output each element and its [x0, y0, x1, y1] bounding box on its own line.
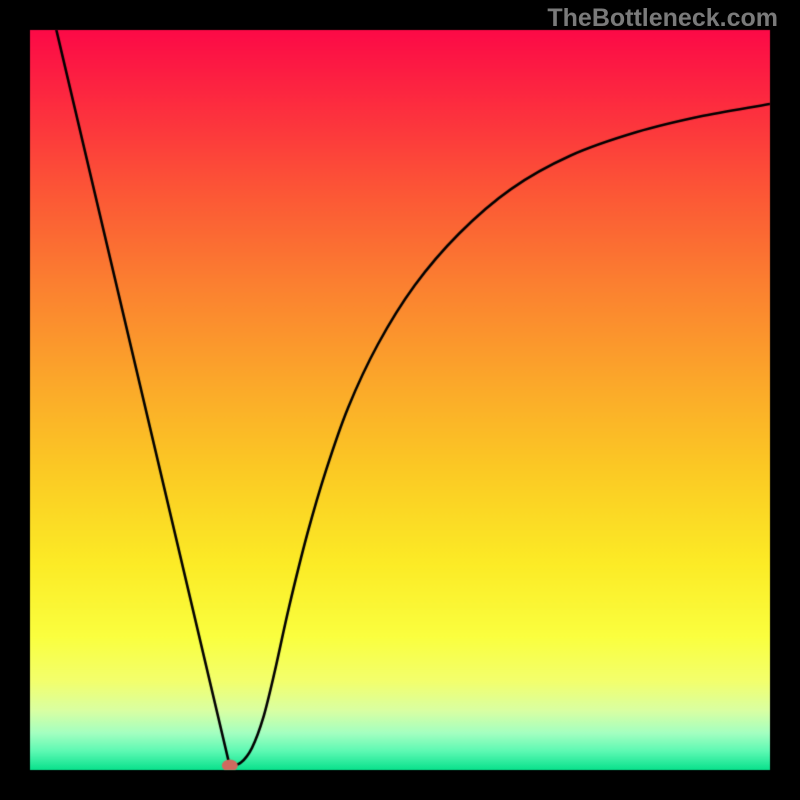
bottleneck-curve: [0, 0, 800, 800]
chart-stage: TheBottleneck.com: [0, 0, 800, 800]
watermark-text: TheBottleneck.com: [547, 4, 778, 33]
